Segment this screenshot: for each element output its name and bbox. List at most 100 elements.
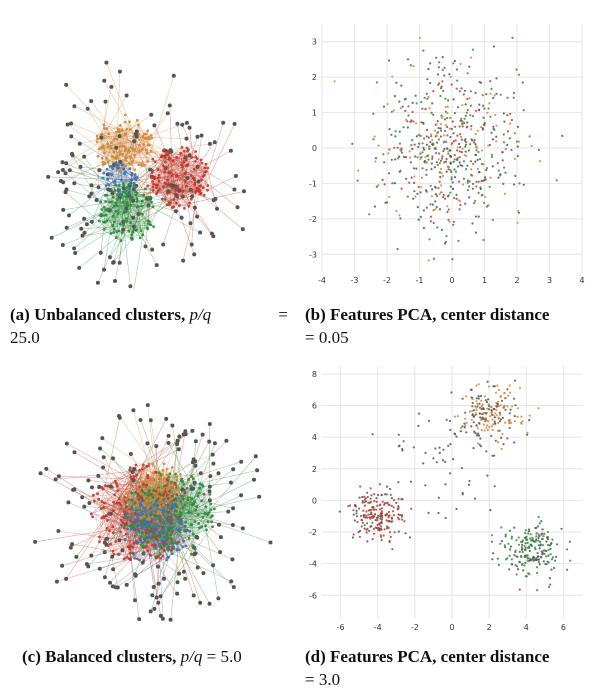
graph-c-node xyxy=(253,454,258,459)
graph-c-node xyxy=(148,524,151,528)
graph-a-node xyxy=(122,223,125,227)
pca-b-point xyxy=(479,187,482,191)
graph-a-node xyxy=(157,179,161,183)
graph-c-node xyxy=(204,524,207,528)
pca-d-point xyxy=(503,544,506,547)
graph-c-node xyxy=(169,515,173,518)
graph-a-node xyxy=(168,201,172,205)
pca-d-point xyxy=(472,421,475,424)
pca-d-point xyxy=(347,505,350,508)
pca-d-point xyxy=(391,548,394,551)
graph-a-node xyxy=(102,151,106,155)
graph-a-node xyxy=(116,163,120,167)
graph-c-node xyxy=(111,531,115,535)
pca-b-point xyxy=(429,81,432,85)
pca-d-point xyxy=(449,472,452,475)
graph-c-node xyxy=(176,447,181,452)
pca-d-point xyxy=(490,411,493,414)
graph-c-node xyxy=(211,461,216,466)
pca-d-point xyxy=(488,426,491,429)
pca-d-point xyxy=(537,515,540,519)
graph-c-node xyxy=(129,519,132,522)
pca-d-point xyxy=(501,416,504,419)
pca-b-point xyxy=(475,149,478,152)
graph-c-node xyxy=(159,498,163,502)
pca-d-point xyxy=(381,514,384,517)
pca-d-point xyxy=(363,515,366,519)
pca-d-point xyxy=(529,543,532,546)
pca-b-point xyxy=(517,211,520,214)
graph-c-node xyxy=(170,494,174,498)
graph-a-node xyxy=(107,132,111,135)
graph-a-node xyxy=(114,201,118,205)
pca-b-point xyxy=(491,218,494,221)
pca-b-point xyxy=(439,135,443,138)
pca-d-point xyxy=(338,510,341,513)
graph-a-node xyxy=(130,162,133,166)
pca-b-point xyxy=(561,134,564,137)
graph-c-node xyxy=(101,455,106,460)
pca-b-point xyxy=(429,62,432,65)
pca-b-point xyxy=(401,105,404,108)
pca-b-point xyxy=(437,138,441,141)
pca-b-point xyxy=(433,129,436,132)
pca-d-point xyxy=(491,558,494,561)
pca-d-point xyxy=(438,451,441,455)
graph-a-node xyxy=(104,200,107,203)
pca-b-point xyxy=(415,102,418,105)
graph-c-node xyxy=(98,535,101,539)
graph-c-node xyxy=(175,542,179,545)
pca-b-point xyxy=(438,208,442,211)
pca-b-point xyxy=(478,158,482,161)
graph-c-node xyxy=(135,508,138,512)
pca-b-point xyxy=(444,240,447,243)
pca-b-point xyxy=(481,94,484,97)
caption-c-eq: = xyxy=(206,647,217,666)
graph-a-node xyxy=(128,128,132,131)
graph-c-node xyxy=(137,497,141,501)
pca-d-point xyxy=(530,558,533,561)
graph-a-node xyxy=(165,111,170,116)
graph-c-node xyxy=(137,617,142,622)
graph-a-node xyxy=(195,134,200,139)
graph-c-node xyxy=(133,501,137,505)
caption-a-value: 25.0 xyxy=(10,328,40,347)
graph-c-node xyxy=(128,468,132,472)
pca-d-point xyxy=(517,536,520,539)
pca-b-point xyxy=(447,218,450,221)
pca-b-point xyxy=(434,147,437,150)
pca-b-point xyxy=(464,145,467,148)
graph-c-node xyxy=(148,418,153,423)
graph-c-node xyxy=(182,497,185,501)
pca-b-point xyxy=(414,122,418,125)
pca-b-point xyxy=(521,81,524,84)
graph-a-node xyxy=(116,198,119,202)
pca-d-point xyxy=(359,485,362,488)
pca-b-point xyxy=(437,66,440,69)
pca-b-point xyxy=(384,201,387,204)
graph-a-node xyxy=(113,180,117,183)
pca-d-point xyxy=(454,433,457,436)
pca-d-point xyxy=(368,529,371,532)
pca-d-point xyxy=(474,432,477,435)
pca-b-point xyxy=(413,143,416,146)
pca-b-point xyxy=(424,161,427,164)
pca-b-point xyxy=(446,134,449,137)
pca-b-point xyxy=(452,220,455,223)
pca-d-point xyxy=(391,510,395,513)
graph-a-node xyxy=(199,158,203,162)
pca-b-point xyxy=(438,61,441,64)
pca-d-point xyxy=(498,411,501,414)
graph-c-node xyxy=(146,476,150,480)
pca-d-point xyxy=(502,443,505,446)
pca-b-point xyxy=(459,146,462,149)
graph-c-node xyxy=(113,493,116,497)
pca-d-point xyxy=(485,412,488,415)
graph-c-node xyxy=(129,466,132,470)
graph-c-node xyxy=(141,490,145,494)
graph-balanced-canvas xyxy=(33,403,273,622)
graph-c-node xyxy=(152,606,157,611)
pca-b-point xyxy=(470,174,474,177)
caption-a-label: (a) xyxy=(10,305,30,324)
pca-d-point xyxy=(377,514,380,517)
